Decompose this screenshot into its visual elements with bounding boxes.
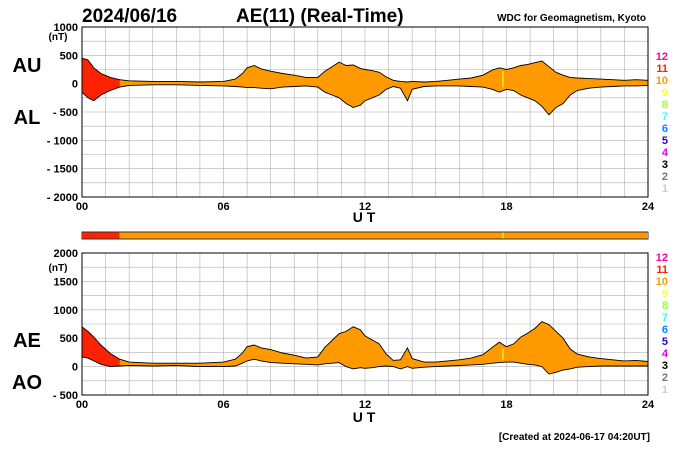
au-series-label: AU <box>13 55 42 77</box>
upper-series-line <box>82 321 648 364</box>
x-tick-label: 24 <box>642 201 655 213</box>
station-count-label: 7 <box>662 111 668 123</box>
coverage-segment <box>82 232 120 239</box>
ae-ao-x-axis-label: U T <box>353 409 376 425</box>
data-coverage-bar <box>81 231 649 240</box>
y-tick-label: - 500 <box>53 390 78 402</box>
x-tick-label: 12 <box>359 201 371 213</box>
ae-series-label: AE <box>13 330 41 352</box>
station-count-label: 8 <box>662 300 668 312</box>
station-count-label: 5 <box>662 336 668 348</box>
ae-ao-x-ticks: 00 06 12 18 24 <box>76 399 655 411</box>
station-count-label: 6 <box>662 324 668 336</box>
plot-frame <box>81 26 649 198</box>
y-tick-label: 500 <box>60 50 78 62</box>
station-count-label: 4 <box>662 147 669 159</box>
au-al-unit-label: (nT) <box>49 32 68 43</box>
lower-series-line <box>82 356 648 375</box>
station-count-label: 12 <box>656 51 668 63</box>
station-count-label: 3 <box>662 159 668 171</box>
y-tick-label: 1000 <box>54 305 78 317</box>
x-tick-label: 00 <box>76 399 88 411</box>
au-al-area <box>81 26 649 198</box>
x-tick-label: 18 <box>500 201 512 213</box>
y-tick-label: 0 <box>72 362 78 374</box>
coverage-segment <box>119 232 648 239</box>
station-count-label: 3 <box>662 360 668 372</box>
date-title: 2024/06/16 <box>82 6 177 27</box>
envelope-fill <box>82 58 648 115</box>
station-count-label: 8 <box>662 99 668 111</box>
x-tick-label: 00 <box>76 201 88 213</box>
upper-series-line <box>82 57 648 83</box>
created-timestamp: [Created at 2024-06-17 04:20UT] <box>498 432 650 443</box>
envelope-fill <box>82 321 648 374</box>
station-count-label: 6 <box>662 123 668 135</box>
x-tick-label: 18 <box>500 399 512 411</box>
envelope-fill-high <box>82 326 120 367</box>
station-count-label: 9 <box>662 288 668 300</box>
station-count-label: 9 <box>662 87 668 99</box>
ae-ao-unit-label: (nT) <box>49 263 68 274</box>
x-tick-label: 06 <box>217 399 229 411</box>
station-count-label: 11 <box>656 264 668 276</box>
y-tick-label: - 2000 <box>47 192 78 204</box>
y-tick-label: 1500 <box>54 276 78 288</box>
station-count-label: 2 <box>662 171 668 183</box>
ae-ao-grid <box>81 252 649 396</box>
station-count-label: 7 <box>662 312 668 324</box>
y-tick-label: 500 <box>60 333 78 345</box>
y-tick-label: - 500 <box>53 107 78 119</box>
y-tick-label: - 1500 <box>47 164 78 176</box>
x-tick-label: 12 <box>359 399 371 411</box>
station-count-label: 1 <box>662 183 668 195</box>
au-al-x-axis-label: U T <box>353 209 376 225</box>
au-al-grid <box>81 26 649 198</box>
ao-series-label: AO <box>12 372 42 394</box>
x-tick-label: 06 <box>217 201 229 213</box>
station-count-label: 12 <box>656 252 668 264</box>
station-count-label: 4 <box>662 348 669 360</box>
station-count-label: 2 <box>662 372 668 384</box>
ae-ao-y-ticks: 2000 1500 1000 500 0 - 500 <box>53 248 78 402</box>
ae-ao-area <box>81 252 649 396</box>
station-count-label: 1 <box>662 384 668 396</box>
lower-series-line <box>82 84 648 116</box>
plot-frame <box>81 252 649 396</box>
y-tick-label: - 1000 <box>47 135 78 147</box>
chart-title: AE(11) (Real-Time) <box>236 6 404 27</box>
y-tick-label: 2000 <box>54 248 78 260</box>
y-tick-label: 1000 <box>54 22 78 34</box>
station-count-label: 11 <box>656 63 668 75</box>
au-al-y-ticks: 1000 500 0 - 500 - 1000 - 1500 - 2000 <box>47 22 78 204</box>
au-al-x-ticks: 00 06 12 18 24 <box>76 201 655 213</box>
y-tick-label: 0 <box>72 79 78 91</box>
source-label: WDC for Geomagnetism, Kyoto <box>497 13 646 24</box>
al-series-label: AL <box>14 107 41 129</box>
station-count-label: 5 <box>662 135 668 147</box>
x-tick-label: 24 <box>642 399 655 411</box>
station-count-label: 10 <box>656 75 668 87</box>
station-count-label: 10 <box>656 276 668 288</box>
